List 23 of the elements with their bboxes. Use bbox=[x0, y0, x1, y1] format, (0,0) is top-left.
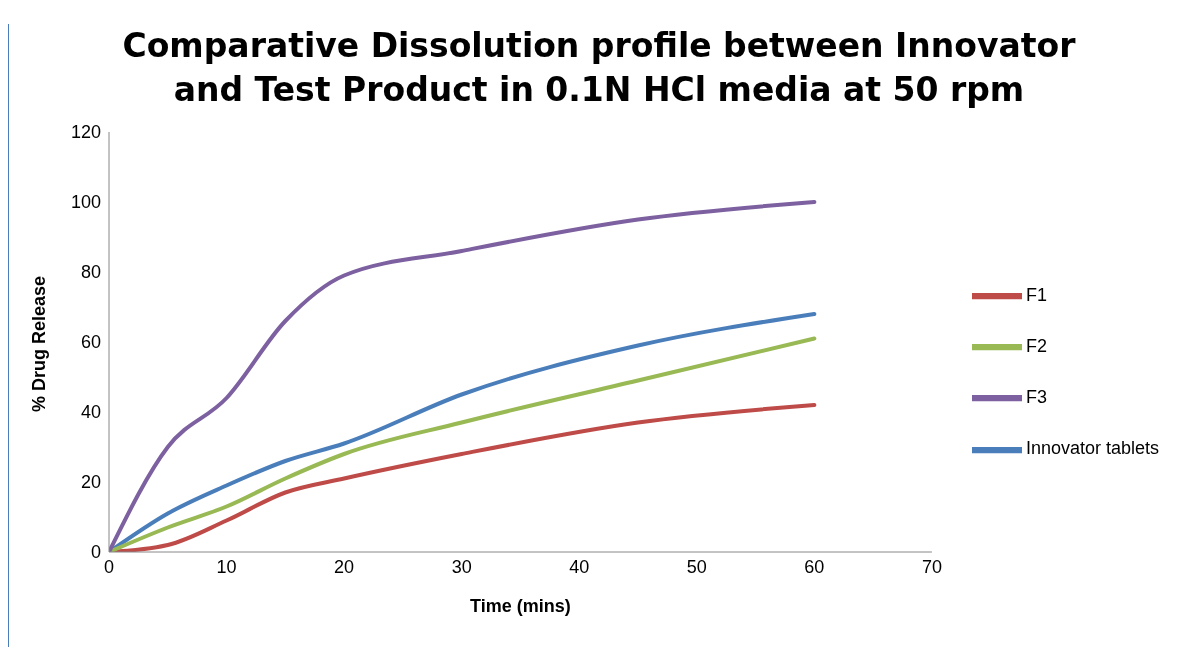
y-tick-label: 40 bbox=[80, 402, 101, 423]
y-tick-label: 0 bbox=[90, 542, 101, 563]
legend-label: F2 bbox=[1025, 335, 1047, 356]
x-tick-label: 10 bbox=[216, 556, 237, 577]
chart-title: Comparative Dissolution profile between Innovator and Test Product in 0.1N HCl media at 50 rpm bbox=[121, 25, 1077, 111]
legend-label: F3 bbox=[1025, 387, 1047, 407]
y-axis-title: % Drug Release bbox=[29, 275, 50, 412]
line-series bbox=[109, 200, 817, 552]
x-tick-label: 40 bbox=[569, 556, 590, 577]
y-tick-label: 60 bbox=[80, 332, 101, 353]
y-tick-label: 100 bbox=[70, 192, 101, 213]
x-tick-label: 30 bbox=[451, 556, 472, 577]
x-tick-label: 50 bbox=[686, 556, 707, 577]
y-tick-label: 120 bbox=[70, 122, 101, 143]
legend-label: Innovator tablets bbox=[1025, 438, 1159, 459]
x-tick-label: 60 bbox=[804, 556, 825, 577]
x-tick-label: 70 bbox=[921, 556, 942, 577]
x-tick-label: 20 bbox=[334, 556, 355, 577]
y-tick-label: 20 bbox=[80, 472, 101, 493]
y-tick-label: 80 bbox=[80, 262, 101, 283]
x-axis-title: Time (mins) bbox=[470, 596, 571, 616]
x-tick-label: 0 bbox=[103, 556, 115, 577]
legend-label: F1 bbox=[1025, 284, 1047, 305]
